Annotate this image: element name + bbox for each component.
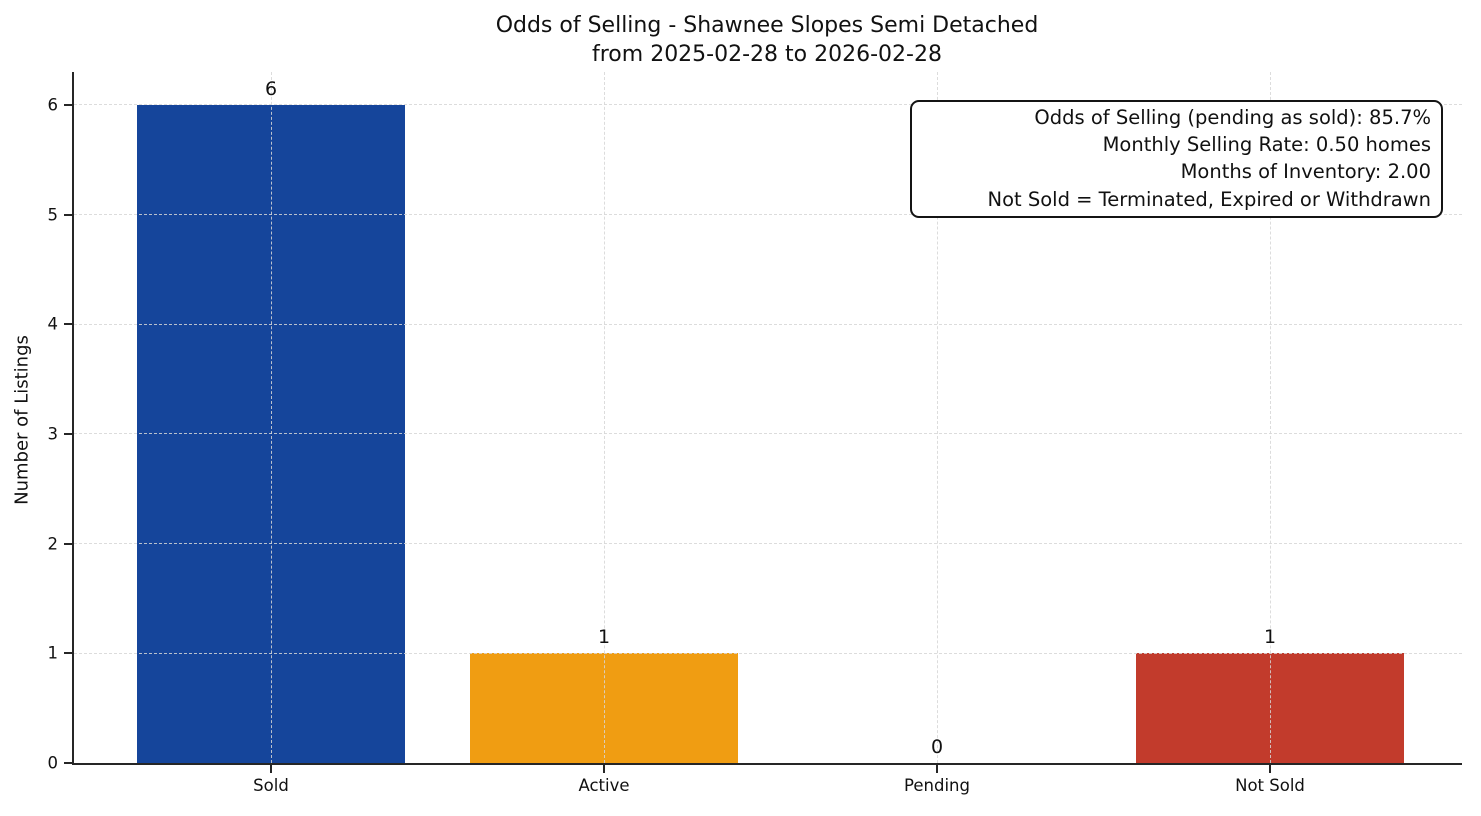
bar-value-not-sold: 1 (1263, 626, 1277, 649)
x-tick-mark (603, 765, 605, 773)
annotation-line: Not Sold = Terminated, Expired or Withdr… (987, 187, 1431, 211)
y-tick-mark (64, 652, 72, 655)
y-axis-label: Number of Listings (11, 335, 33, 505)
y-tick-mark (64, 213, 72, 216)
annotation-line: Monthly Selling Rate: 0.50 homes (1102, 133, 1431, 157)
x-tick-label-not-sold: Not Sold (1235, 776, 1305, 795)
x-tick-label-active: Active (578, 776, 630, 795)
y-tick-label: 5 (47, 205, 59, 225)
y-tick-label: 2 (47, 534, 59, 554)
y-tick-mark (64, 542, 72, 545)
y-tick-mark (64, 762, 72, 764)
y-tick-mark (64, 432, 72, 435)
y-tick-mark (64, 323, 72, 326)
bar-value-active: 1 (597, 626, 611, 649)
bar-sold (137, 104, 405, 763)
annotation-box: Odds of Selling (pending as sold): 85.7%… (910, 100, 1443, 218)
y-tick-label: 0 (47, 753, 59, 773)
chart-title-block: Odds of Selling - Shawnee Slopes Semi De… (72, 11, 1462, 69)
y-tick-label: 3 (47, 424, 59, 444)
plot-area: 0 1 2 3 4 5 6 6 Sold 1 Active 0 Pending 1 Not Sold (48, 72, 1462, 795)
x-tick-mark (1269, 765, 1271, 773)
chart-title: Odds of Selling - Shawnee Slopes Semi De… (495, 13, 1039, 38)
x-tick-label-sold: Sold (253, 776, 289, 795)
bar-not-sold (1136, 653, 1404, 763)
y-tick-label: 1 (47, 643, 59, 663)
x-tick-label-pending: Pending (904, 776, 970, 795)
bar-value-sold: 6 (264, 77, 278, 100)
bar-value-pending: 0 (930, 736, 944, 758)
y-tick-label: 4 (47, 314, 59, 334)
annotation-line: Months of Inventory: 2.00 (1180, 160, 1431, 184)
chart-subtitle: from 2025-02-28 to 2026-02-28 (592, 42, 942, 67)
bar-active (470, 653, 738, 763)
annotation-line: Odds of Selling (pending as sold): 85.7% (1034, 106, 1431, 129)
y-tick-mark (64, 103, 72, 106)
x-tick-mark (270, 765, 272, 773)
y-tick-label: 6 (47, 95, 59, 115)
x-tick-mark (936, 765, 938, 773)
